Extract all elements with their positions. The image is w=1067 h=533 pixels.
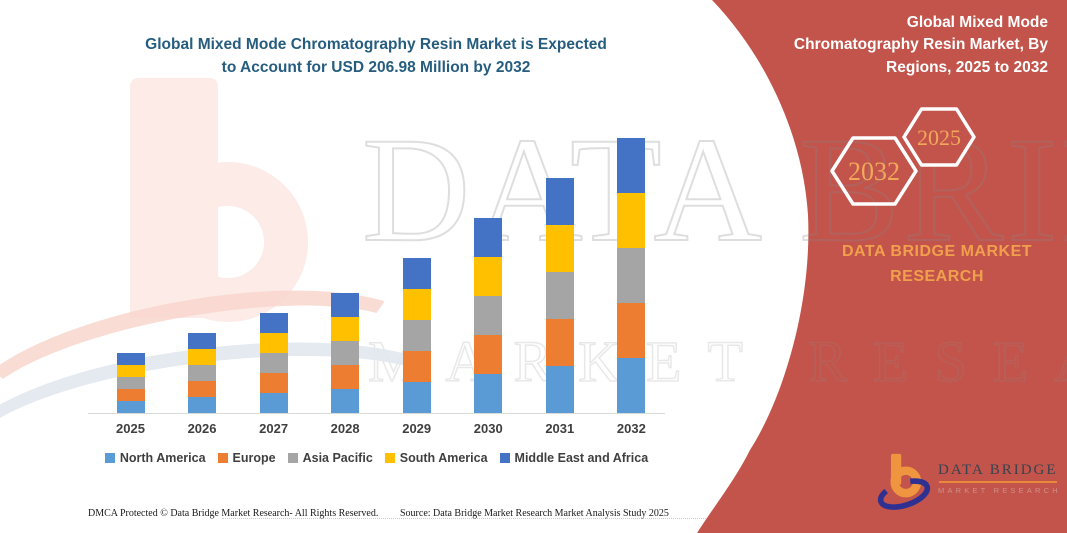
- legend-item: North America: [104, 451, 206, 465]
- x-tick-label: 2031: [545, 421, 575, 436]
- hexagon-2025-label: 2025: [917, 125, 961, 150]
- bar-2031: [545, 178, 574, 413]
- bar-segment-2025: [116, 401, 145, 413]
- bar-segment-2032: [617, 138, 646, 193]
- bar-segment-2031: [545, 319, 574, 366]
- bar-segment-2029: [402, 382, 431, 413]
- x-tick-label: 2026: [187, 421, 217, 436]
- legend-label: Middle East and Africa: [514, 451, 649, 465]
- bar-2027: [259, 313, 288, 413]
- x-tick-label: 2032: [616, 421, 646, 436]
- bar-segment-2026: [188, 397, 217, 413]
- bar-segment-2032: [617, 193, 646, 248]
- legend-label: South America: [399, 451, 488, 465]
- bar-2032: [617, 138, 646, 413]
- bar-segment-2031: [545, 225, 574, 272]
- bar-segment-2031: [545, 272, 574, 319]
- bar-segment-2030: [474, 257, 503, 296]
- bar-segment-2025: [116, 365, 145, 377]
- bar-2026: [188, 333, 217, 413]
- bar-segment-2027: [259, 393, 288, 413]
- bar-2028: [331, 293, 360, 413]
- x-tick-label: 2025: [116, 421, 145, 436]
- bar-segment-2025: [116, 377, 145, 389]
- logo-text: DATA BRIDGE MARKET RESEARCH: [938, 462, 1061, 495]
- bar-segment-2027: [259, 353, 288, 373]
- bar-segment-2027: [259, 333, 288, 353]
- hexagon-2032: [830, 136, 918, 206]
- bar-segment-2030: [474, 296, 503, 335]
- bar-segment-2025: [116, 389, 145, 401]
- legend-item: Asia Pacific: [287, 451, 373, 465]
- bar-segment-2027: [259, 373, 288, 393]
- x-tick-label: 2027: [259, 421, 289, 436]
- databridge-logo-icon: [877, 453, 931, 510]
- bar-segment-2029: [402, 320, 431, 351]
- bar-segment-2026: [188, 333, 217, 349]
- bar-segment-2026: [188, 349, 217, 365]
- x-tick-label: 2030: [473, 421, 503, 436]
- legend-swatch: [287, 453, 298, 463]
- legend-swatch: [217, 453, 228, 463]
- databridge-logo: DATA BRIDGE MARKET RESEARCH: [876, 452, 1061, 510]
- bar-segment-2032: [617, 248, 646, 303]
- panel-title: Global Mixed Mode Chromatography Resin M…: [793, 14, 1048, 76]
- bar-segment-2030: [474, 218, 503, 257]
- hexagon-2032-label: 2032: [848, 157, 900, 186]
- legend-item: South America: [384, 451, 488, 465]
- legend-item: Europe: [217, 451, 276, 465]
- bar-segment-2028: [331, 293, 360, 317]
- bar-segment-2031: [545, 366, 574, 413]
- bar-segment-2027: [259, 313, 288, 333]
- bar-segment-2029: [402, 258, 431, 289]
- bar-segment-2032: [617, 358, 646, 413]
- bar-segment-2028: [331, 389, 360, 413]
- bar-2025: [116, 353, 145, 413]
- brand-wordmark: DATA BRIDGE MARKET RESEARCH: [841, 243, 1033, 285]
- logo-name: DATA BRIDGE: [938, 462, 1058, 478]
- footer: DMCA Protected © Data Bridge Market Rese…: [88, 508, 988, 519]
- bar-segment-2028: [331, 365, 360, 389]
- bar-segment-2032: [617, 303, 646, 358]
- red-panel-shape: [697, 0, 1067, 533]
- legend-item: Middle East and Africa: [499, 451, 649, 465]
- legend-swatch: [104, 453, 115, 463]
- bar-segment-2028: [331, 317, 360, 341]
- bar-segment-2026: [188, 365, 217, 381]
- bar-segment-2030: [474, 374, 503, 413]
- bar-segment-2030: [474, 335, 503, 374]
- dmca-notice: DMCA Protected © Data Bridge Market Rese…: [88, 508, 379, 519]
- logo-subtitle: MARKET RESEARCH: [938, 486, 1061, 495]
- bar-segment-2025: [116, 353, 145, 365]
- source-note: Source: Data Bridge Market Research Mark…: [400, 508, 669, 519]
- x-tick-label: 2029: [402, 421, 432, 436]
- chart-legend: North America Europe Asia Pacific South Ame…: [78, 451, 675, 465]
- legend-label: Europe: [232, 451, 276, 465]
- legend-swatch: [384, 453, 395, 463]
- legend-label: North America: [119, 451, 206, 465]
- x-tick-label: 2028: [330, 421, 360, 436]
- hexagon-2025: [902, 107, 976, 167]
- bar-segment-2029: [402, 351, 431, 382]
- dotted-separator: [222, 518, 1022, 519]
- legend-swatch: [499, 453, 510, 463]
- bar-segment-2028: [331, 341, 360, 365]
- bar-2030: [474, 218, 503, 413]
- chart-title: Global Mixed Mode Chromatography Resin M…: [145, 36, 607, 77]
- bar-segment-2031: [545, 178, 574, 225]
- bar-chart: [88, 0, 665, 414]
- logo-underline: [939, 481, 1057, 483]
- bar-2029: [402, 258, 431, 413]
- bar-segment-2026: [188, 381, 217, 397]
- bar-segment-2029: [402, 289, 431, 320]
- x-axis-labels: 2025 2026 2027 2028 2029 2030 2031 2032: [88, 421, 665, 439]
- legend-label: Asia Pacific: [302, 451, 373, 465]
